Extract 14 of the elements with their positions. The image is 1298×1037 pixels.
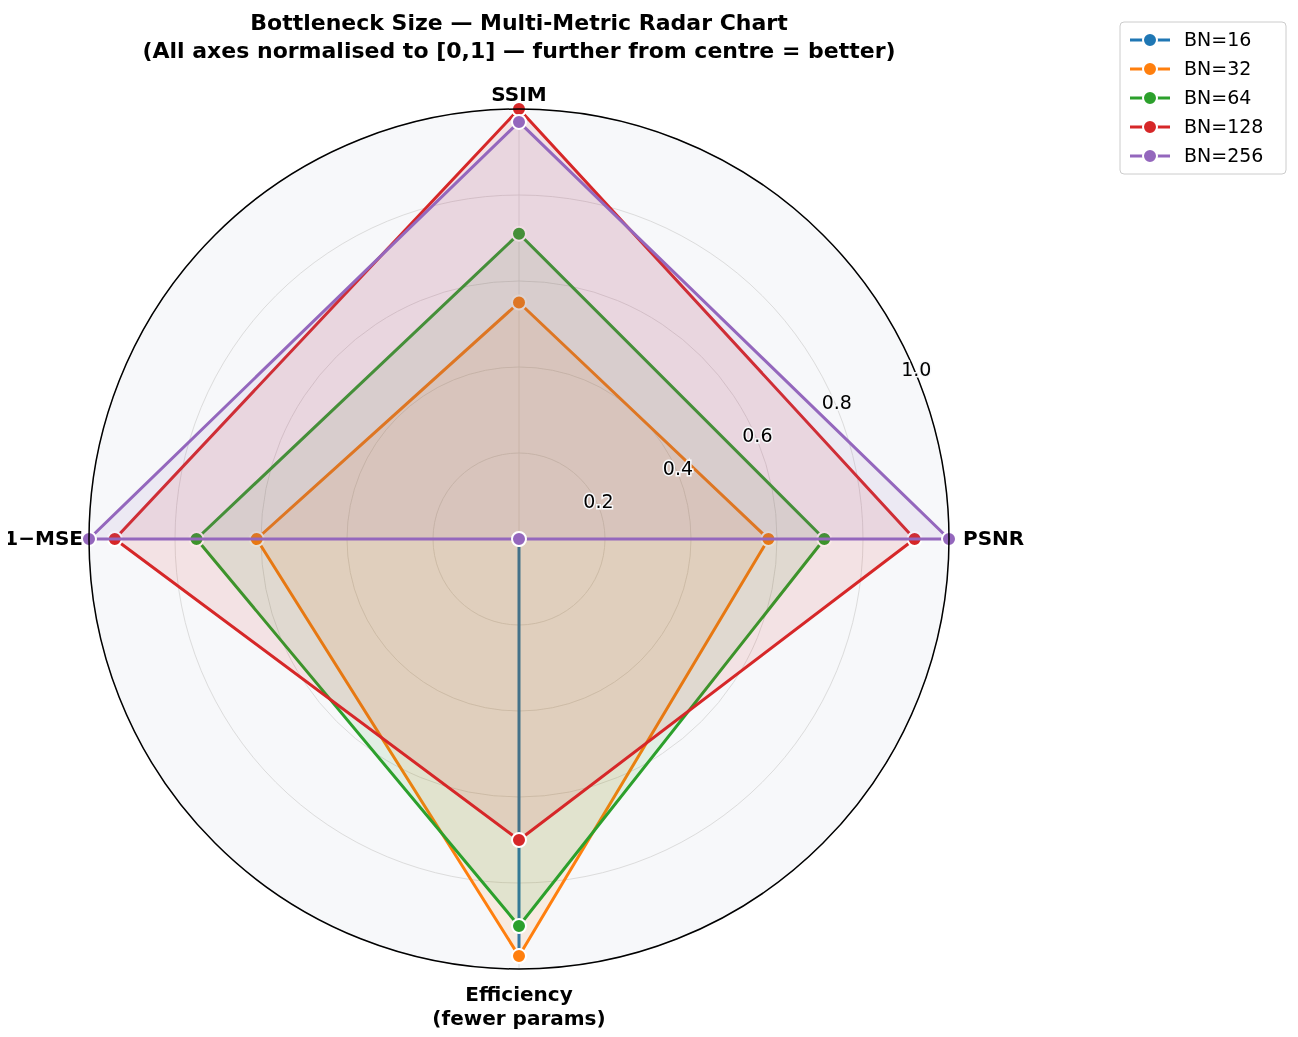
spoke-label: PSNR — [963, 525, 1025, 550]
legend-label: BN=128 — [1184, 114, 1264, 137]
legend-label: BN=32 — [1184, 56, 1252, 79]
y-tick-label: 0.6 — [742, 423, 773, 446]
y-tick-label: 0.4 — [662, 456, 694, 479]
spoke-label: SSIM — [491, 81, 547, 106]
y-tick-label: 0.8 — [821, 390, 852, 413]
spoke-label: Efficiency (fewer params) — [432, 981, 606, 1030]
text: (All axes normalised to [0,1] — further from centre = better) — [142, 38, 896, 63]
legend-label: BN=256 — [1184, 143, 1264, 166]
y-tick-label: 0.2 — [583, 489, 614, 512]
legend-label: BN=64 — [1184, 85, 1252, 108]
legend-label: BN=16 — [1184, 27, 1252, 50]
chart-title: Bottleneck Size — Multi-Metric Radar Chart — [250, 10, 789, 35]
